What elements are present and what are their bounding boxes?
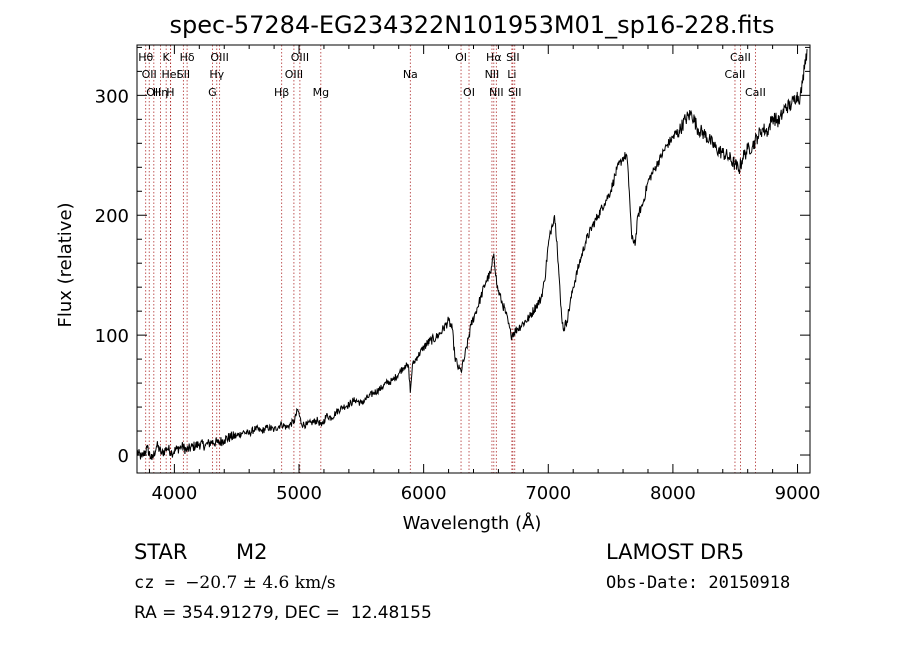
- object-subclass: M2: [236, 540, 268, 564]
- y-tick-label: 0: [118, 446, 129, 467]
- line-label: OII: [142, 68, 157, 81]
- line-label: OIII: [210, 51, 228, 64]
- line-label: OI: [463, 86, 475, 99]
- x-tick-label: 8000: [650, 483, 696, 504]
- line-label: CaII: [725, 68, 746, 81]
- line-label: HeI: [162, 68, 180, 81]
- axes: 4000 5000 6000 7000 8000 9000 0 100 200 300: [95, 45, 821, 504]
- line-label: OIII: [291, 51, 309, 64]
- y-tick-label: 300: [95, 86, 129, 107]
- line-label: Hθ: [138, 51, 153, 64]
- emission-line-markers: [145, 45, 756, 473]
- cz-value: −20.7 ± 4.6 km/s: [185, 573, 336, 593]
- line-label: Hα: [486, 51, 502, 64]
- x-tick-label: 7000: [525, 483, 571, 504]
- redshift-cz: cz = −20.7 ± 4.6 km/s: [134, 573, 336, 593]
- x-axis-label: Wavelength (Å): [403, 512, 542, 534]
- survey-name: LAMOST DR5: [606, 540, 745, 564]
- line-label: OII: [146, 86, 161, 99]
- line-label: OIII: [285, 68, 303, 81]
- line-label: Na: [403, 68, 418, 81]
- line-label: SII: [177, 68, 190, 81]
- x-tick-label: 5000: [276, 483, 322, 504]
- line-label: H: [166, 86, 174, 99]
- line-label: Hγ: [209, 68, 224, 81]
- observation-date: Obs-Date: 20150918: [606, 573, 791, 593]
- line-label: CaII: [730, 51, 751, 64]
- line-label: Mg: [313, 86, 329, 99]
- line-label: SII: [506, 51, 519, 64]
- line-label: Li: [507, 68, 516, 81]
- y-tick-label: 200: [95, 206, 129, 227]
- ra-dec-coordinates: RA = 354.91279, DEC = 12.48155: [134, 603, 432, 623]
- line-label: NII: [489, 86, 504, 99]
- line-label: Hδ: [180, 51, 195, 64]
- x-tick-label: 4000: [151, 483, 197, 504]
- emission-line-labels: HθOIIOIIHηKHHeISIIHδGHγOIIIHβOIIIOIIIMgN…: [138, 51, 766, 99]
- chart-title: spec-57284-EG234322N101953M01_sp16-228.f…: [170, 11, 775, 39]
- line-label: K: [163, 51, 171, 64]
- line-label: Hη: [153, 86, 168, 99]
- line-label: CaII: [745, 86, 766, 99]
- x-tick-label: 6000: [401, 483, 447, 504]
- line-label: OI: [455, 51, 467, 64]
- cz-label: cz =: [134, 573, 186, 593]
- line-label: SII: [508, 86, 521, 99]
- object-class: STAR: [134, 540, 188, 564]
- y-axis-label: Flux (relative): [55, 202, 76, 327]
- plot-frame: [136, 44, 811, 474]
- spectrum-line: [136, 48, 808, 460]
- y-tick-label: 100: [95, 326, 129, 347]
- line-label: NII: [485, 68, 500, 81]
- line-label: Hβ: [274, 86, 289, 99]
- x-tick-label: 9000: [775, 483, 821, 504]
- line-label: G: [208, 86, 217, 99]
